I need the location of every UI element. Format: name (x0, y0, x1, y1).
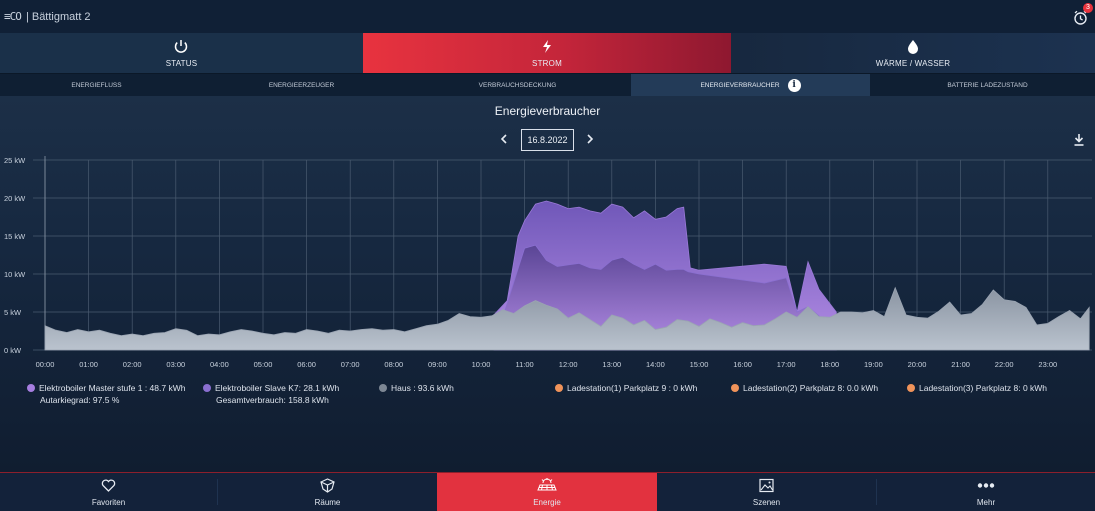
subtab-energieverbraucher[interactable]: ENERGIEVERBRAUCHER i (631, 74, 870, 97)
info-icon[interactable]: i (787, 78, 801, 92)
nav-energie-label: Energie (533, 498, 561, 507)
legend-dot (731, 384, 739, 392)
chevron-right-icon[interactable] (583, 131, 597, 147)
nav-szenen-label: Szenen (752, 498, 781, 507)
main-tabs: STATUS STROM WÄRME / WASSER (0, 33, 1095, 73)
x-tick-label: 08:00 (384, 360, 403, 369)
alarm-count-badge: 3 (1083, 3, 1093, 13)
chevron-left-icon[interactable] (497, 131, 511, 147)
legend-label: Haus : 93.6 kWh (391, 383, 454, 393)
heart-icon (101, 479, 116, 492)
tab-status-label: STATUS (165, 59, 198, 68)
top-bar: ≡CO | Bättigmatt 2 3 (0, 0, 1095, 33)
tab-strom[interactable]: STROM (363, 33, 731, 73)
legend-dot (203, 384, 211, 392)
tab-strom-label: STROM (532, 59, 562, 68)
y-tick-label: 20 kW (4, 194, 26, 203)
autarkiegrad: Autarkiegrad: 97.5 % (40, 395, 120, 405)
nav-divider (876, 479, 877, 505)
x-tick-label: 22:00 (995, 360, 1014, 369)
legend-label: Elektroboiler Slave K7: 28.1 kWh (215, 383, 340, 393)
x-tick-label: 18:00 (820, 360, 839, 369)
legend-ladestation-2[interactable]: Ladestation(2) Parkplatz 8: 0.0 kWh (731, 383, 878, 393)
x-tick-label: 14:00 (646, 360, 665, 369)
nav-divider (217, 479, 218, 505)
x-tick-label: 00:00 (36, 360, 55, 369)
legend-label: Ladestation(3) Parkplatz 8: 0 kWh (919, 383, 1048, 393)
x-tick-label: 17:00 (777, 360, 796, 369)
bottom-nav: Favoriten Räume Energie Szenen Mehr (0, 472, 1095, 511)
subtab-energiefluss[interactable]: ENERGIEFLUSS (71, 82, 122, 89)
more-dots-icon (977, 483, 995, 488)
nav-favoriten[interactable]: Favoriten (0, 473, 217, 511)
x-tick-label: 03:00 (166, 360, 185, 369)
y-tick-label: 5 kW (4, 308, 22, 317)
nav-raeume-label: Räume (314, 498, 341, 507)
x-tick-label: 04:00 (210, 360, 229, 369)
drop-icon (908, 40, 918, 54)
x-tick-label: 05:00 (254, 360, 273, 369)
y-tick-label: 25 kW (4, 156, 26, 165)
gesamtverbrauch: Gesamtverbrauch: 158.8 kWh (216, 395, 329, 405)
subtab-batterie-ladezustand[interactable]: BATTERIE LADEZUSTAND (947, 82, 1028, 89)
cube-icon (320, 478, 335, 493)
x-tick-label: 10:00 (472, 360, 491, 369)
legend-label: Elektroboiler Master stufe 1 : 48.7 kWh (39, 383, 186, 393)
nav-energie[interactable]: Energie (437, 473, 657, 511)
page-title: Energieverbraucher (494, 104, 601, 118)
legend-elektroboiler-slave[interactable]: Elektroboiler Slave K7: 28.1 kWh (203, 383, 339, 393)
legend-label: Ladestation(1) Parkplatz 9 : 0 kWh (567, 383, 698, 393)
area-haus (44, 286, 1090, 351)
nav-favoriten-label: Favoriten (91, 498, 126, 507)
x-tick-label: 01:00 (79, 360, 98, 369)
picture-icon (759, 478, 774, 493)
legend-label: Ladestation(2) Parkplatz 8: 0.0 kWh (743, 383, 879, 393)
download-icon[interactable] (1072, 133, 1086, 147)
x-tick-label: 02:00 (123, 360, 142, 369)
subtab-energieerzeuger[interactable]: ENERGIEERZEUGER (268, 82, 335, 89)
energy-consumption-chart: 0 kW 5 kW 10 kW 15 kW 20 kW 25 kW 00:00 01:00 0… (4, 156, 1092, 369)
subtab-energieverbraucher-label: ENERGIEVERBRAUCHER (700, 82, 780, 89)
legend-dot (27, 384, 35, 392)
legend-dot (907, 384, 915, 392)
y-tick-label: 15 kW (4, 232, 26, 241)
nav-mehr[interactable]: Mehr (877, 473, 1095, 511)
solar-panel-icon (537, 478, 557, 491)
tab-waerme-wasser[interactable]: WÄRME / WASSER (731, 33, 1095, 73)
nav-szenen[interactable]: Szenen (657, 473, 876, 511)
x-tick-label: 19:00 (864, 360, 883, 369)
legend-dot (379, 384, 387, 392)
x-tick-label: 20:00 (908, 360, 927, 369)
x-tick-label: 06:00 (297, 360, 316, 369)
sub-tabs: ENERGIEFLUSS ENERGIEERZEUGER VERBRAUCHSD… (0, 73, 1095, 97)
x-tick-label: 23:00 (1038, 360, 1057, 369)
x-tick-label: 21:00 (951, 360, 970, 369)
y-tick-label: 10 kW (4, 270, 26, 279)
x-tick-label: 12:00 (559, 360, 578, 369)
x-tick-label: 13:00 (602, 360, 621, 369)
x-tick-label: 07:00 (341, 360, 360, 369)
legend-elektroboiler-master[interactable]: Elektroboiler Master stufe 1 : 48.7 kWh (27, 383, 185, 393)
y-tick-label: 0 kW (4, 346, 22, 355)
x-tick-label: 16:00 (733, 360, 752, 369)
legend-dot (555, 384, 563, 392)
tab-waerme-label: WÄRME / WASSER (875, 59, 951, 68)
power-icon (174, 40, 188, 53)
site-title: | Bättigmatt 2 (25, 11, 91, 23)
date-field[interactable]: 16.8.2022 (521, 129, 574, 151)
nav-raeume[interactable]: Räume (218, 473, 437, 511)
subtab-verbrauchsdeckung[interactable]: VERBRAUCHSDECKUNG (478, 82, 557, 89)
legend-ladestation-3[interactable]: Ladestation(3) Parkplatz 8: 0 kWh (907, 383, 1047, 393)
tab-status[interactable]: STATUS (0, 33, 363, 73)
nav-mehr-label: Mehr (976, 498, 996, 507)
energy-consumers-panel: Energieverbraucher 16.8.2022 0 kW 5 kW 10 … (0, 96, 1095, 472)
x-tick-label: 15:00 (690, 360, 709, 369)
lightning-icon (543, 40, 551, 53)
brand: ≡CO | Bättigmatt 2 (4, 10, 91, 23)
eco-logo: ≡CO (4, 10, 22, 23)
x-tick-label: 09:00 (428, 360, 447, 369)
legend-haus[interactable]: Haus : 93.6 kWh (379, 383, 454, 393)
legend-ladestation-1[interactable]: Ladestation(1) Parkplatz 9 : 0 kWh (555, 383, 697, 393)
x-tick-label: 11:00 (515, 360, 533, 369)
